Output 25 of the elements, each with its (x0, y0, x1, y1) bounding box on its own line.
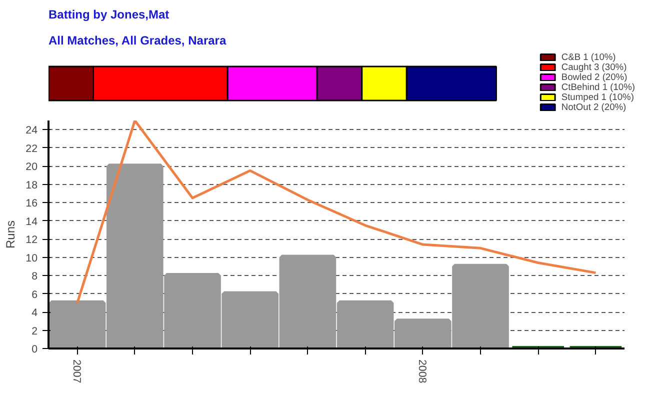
legend-label: Stumped 1 (10%) (561, 92, 634, 102)
y-tick-label: 12 (26, 234, 38, 246)
legend-label: CtBehind 1 (10%) (561, 82, 635, 92)
y-axis-title: Runs (4, 220, 18, 249)
legend-label: Caught 3 (30%) (561, 62, 627, 72)
chart-subtitle: All Matches, All Grades, Narara (48, 34, 226, 48)
y-tick-label: 8 (32, 270, 38, 283)
y-tick-label: 18 (26, 179, 38, 192)
legend-label: NotOut 2 (20%) (561, 102, 626, 112)
y-tick-label: 10 (26, 252, 38, 264)
y-tick-label: 2 (32, 325, 38, 338)
chart-title: Batting by Jones,Mat (48, 8, 170, 22)
y-tick-label: 4 (32, 307, 38, 320)
y-tick-label: 22 (26, 142, 38, 155)
line-series (76, 120, 597, 304)
x-tick-label: 2008 (416, 360, 428, 384)
y-tick-label: 6 (32, 288, 38, 301)
legend-label: Bowled 2 (20%) (561, 72, 628, 82)
y-tick-label: 20 (26, 161, 38, 174)
x-tick-label: 2007 (70, 360, 82, 384)
y-tick-label: 0 (32, 344, 38, 356)
y-tick-label: 14 (26, 216, 38, 228)
legend-label: C&B 1 (10%) (561, 52, 616, 62)
y-tick-label: 24 (26, 124, 38, 137)
y-tick-label: 16 (26, 198, 38, 210)
